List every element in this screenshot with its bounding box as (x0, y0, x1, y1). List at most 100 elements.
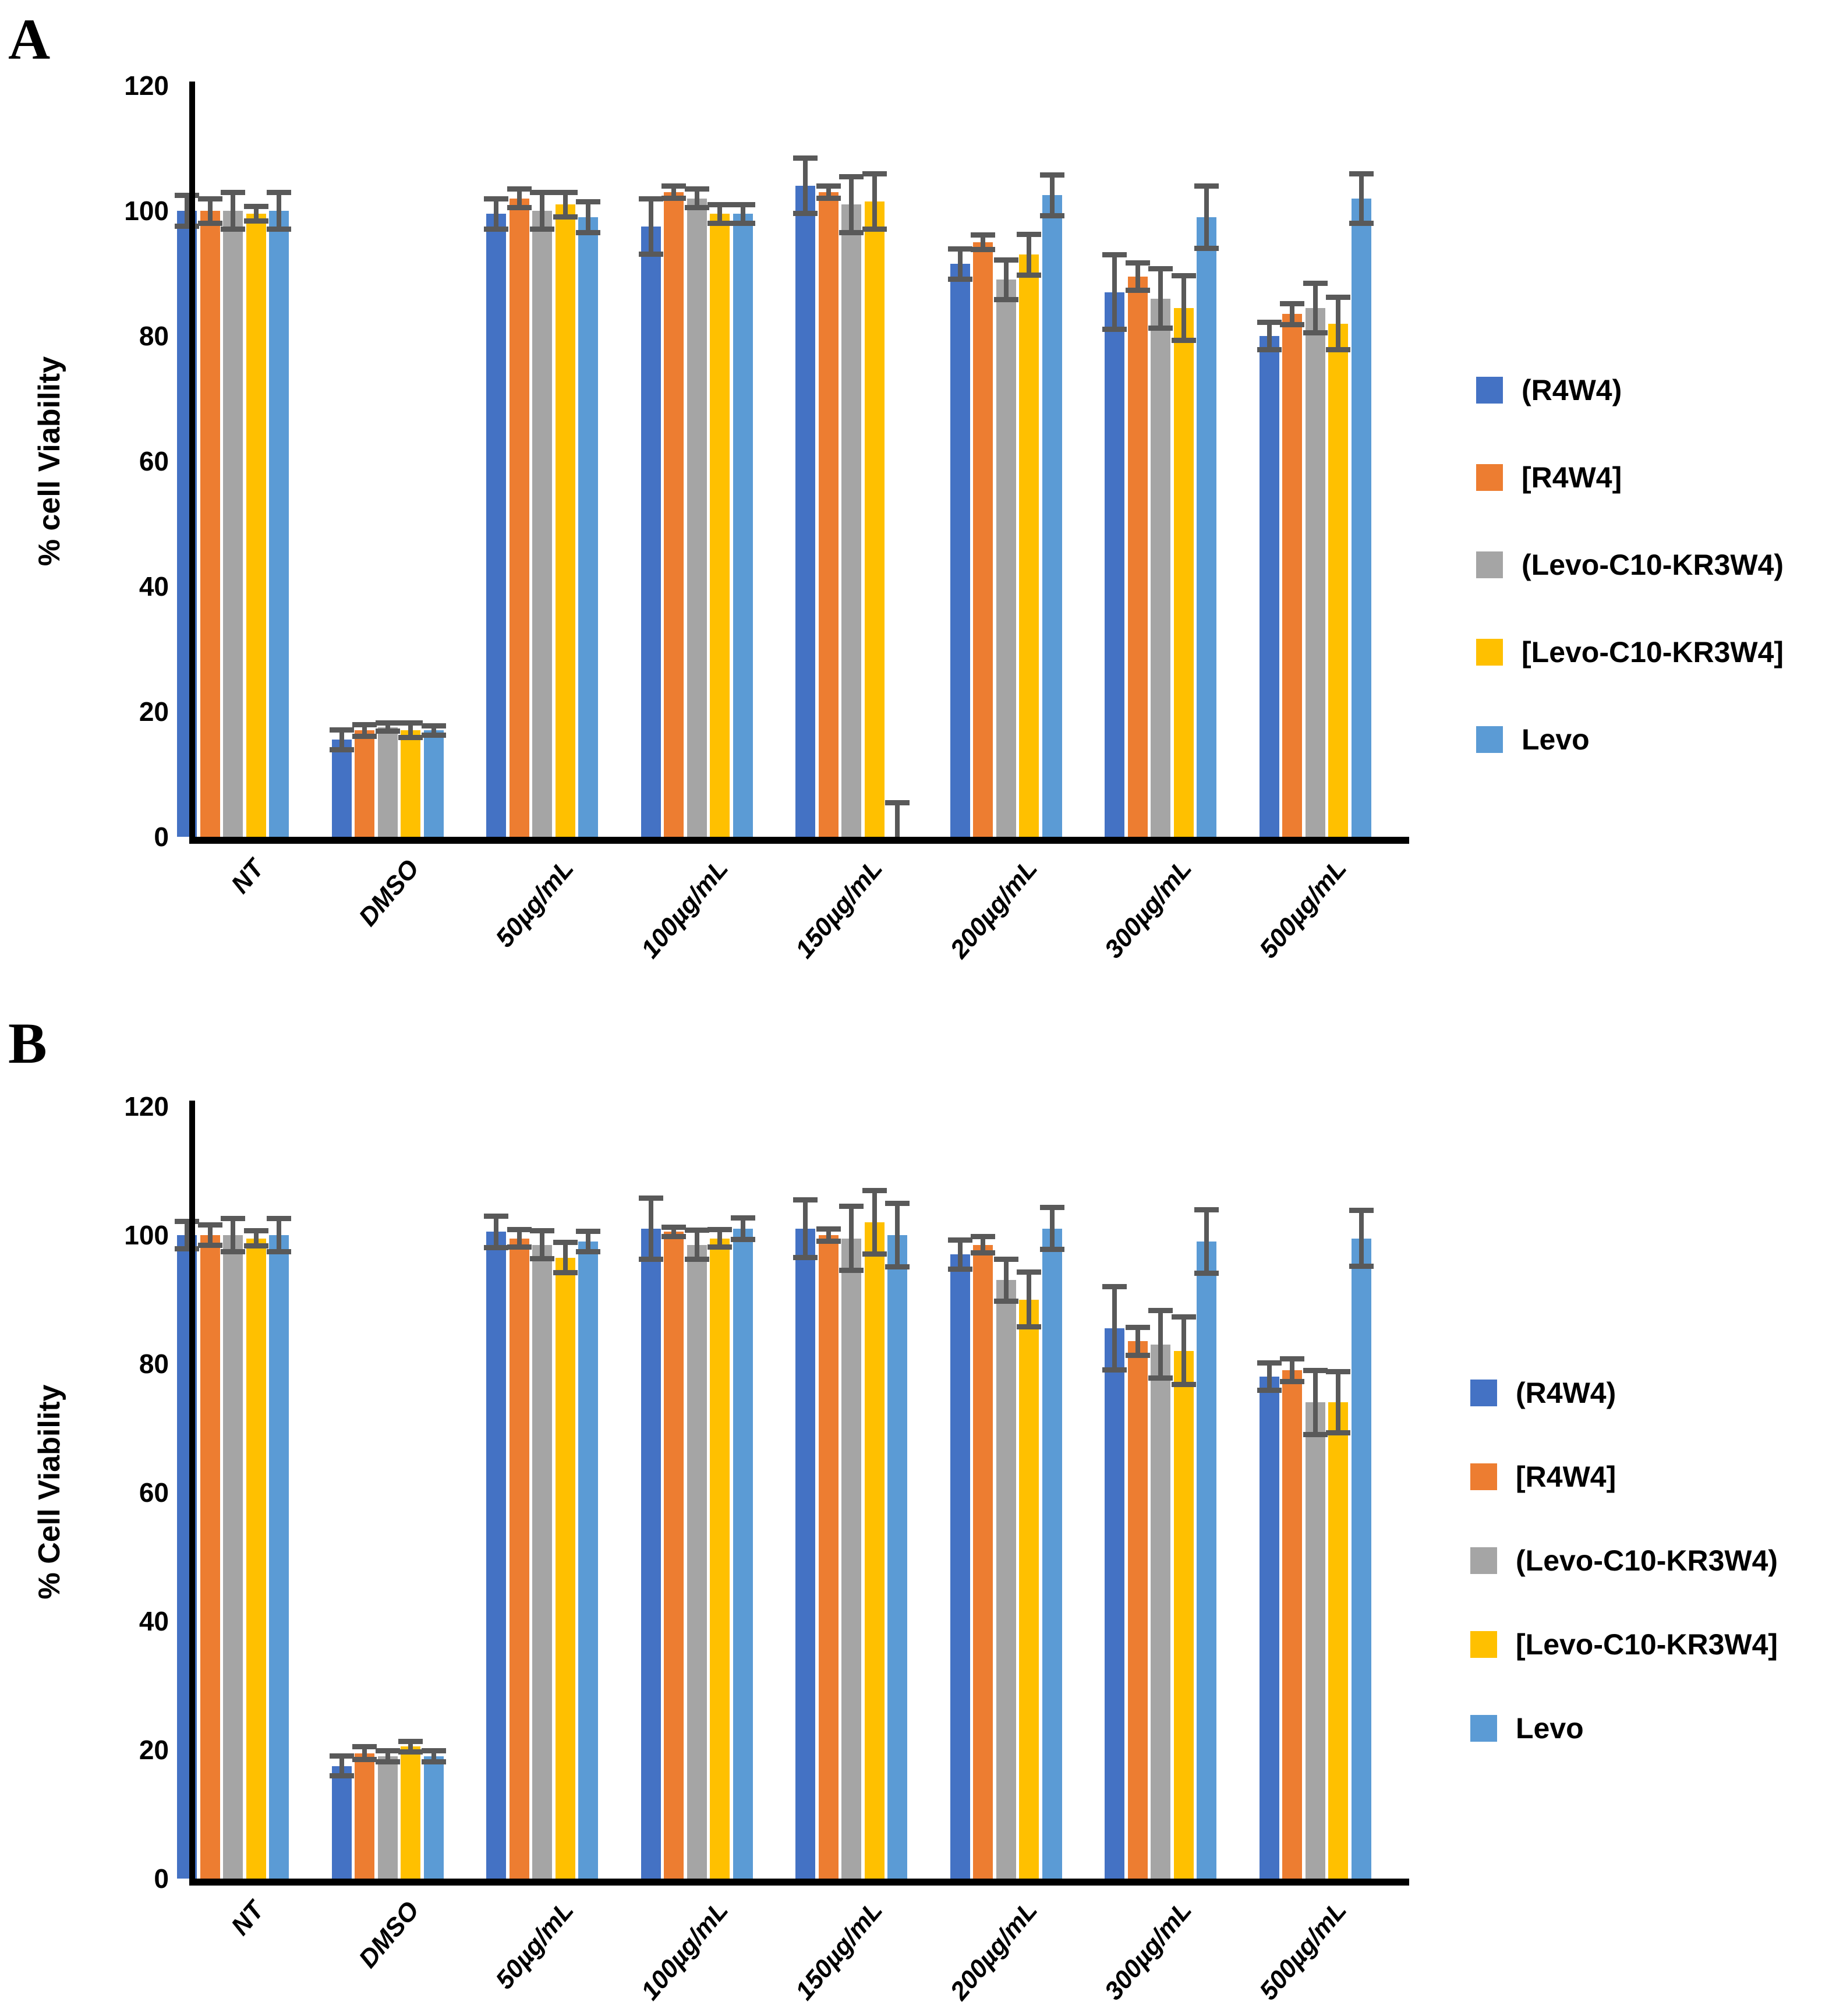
error-bar (185, 195, 189, 227)
bar-300µg/mL-[R4W4] (1127, 276, 1148, 837)
error-cap-top (243, 204, 268, 210)
bar-500µg/mL-(R4W4) (1259, 1377, 1279, 1879)
bar-DMSO-(Levo-C10-KR3W4) (377, 1756, 398, 1879)
bar-NT-(Levo-C10-KR3W4) (223, 1235, 243, 1879)
error-cap-top (862, 171, 887, 176)
error-cap-bottom (267, 1248, 291, 1254)
bar-100µg/mL-Levo (733, 1228, 753, 1879)
panel-b-x-tick-label-500µg/mL: 500µg/mL (1254, 1896, 1352, 2006)
panel-a-letter: A (8, 7, 51, 72)
bar-150µg/mL-(Levo-C10-KR3W4) (841, 204, 861, 837)
error-cap-bottom (684, 1256, 709, 1262)
error-bar (1181, 1317, 1186, 1385)
error-bar (1313, 282, 1318, 333)
panel-a-x-tick-label-DMSO: DMSO (353, 854, 424, 932)
panel-b-y-tick-label: 40 (139, 1606, 169, 1636)
bar-300µg/mL-(R4W4) (1105, 292, 1124, 837)
panel-a-y-tick-label: 0 (154, 822, 169, 852)
error-bar (1181, 275, 1186, 341)
error-cap-bottom (661, 195, 686, 201)
error-cap-bottom (947, 1266, 972, 1272)
error-cap-bottom (530, 227, 554, 232)
error-bar (1135, 263, 1140, 291)
error-bar (277, 1218, 281, 1252)
error-bar (494, 1215, 498, 1248)
error-cap-bottom (221, 1248, 245, 1254)
error-bar (563, 192, 568, 217)
bar-300µg/mL-(R4W4) (1105, 1328, 1124, 1879)
error-cap-top (1148, 1308, 1173, 1314)
panel-a-y-tick-label: 80 (139, 321, 169, 351)
error-cap-bottom (1017, 272, 1041, 278)
error-cap-top (576, 1229, 600, 1235)
error-bar (1336, 1371, 1340, 1434)
error-cap-top (1171, 273, 1196, 278)
error-cap-top (484, 1213, 508, 1219)
legend-label-[Levo-C10-KR3W4]: [Levo-C10-KR3W4] (1516, 1628, 1778, 1661)
error-bar (957, 248, 963, 280)
bar-300µg/mL-[R4W4] (1127, 1341, 1148, 1879)
bar-300µg/mL-(Levo-C10-KR3W4) (1151, 1344, 1170, 1879)
error-cap-top (661, 183, 686, 189)
panel-b-x-tick-label-50µg/mL: 50µg/mL (490, 1896, 579, 1995)
error-bar (740, 1218, 745, 1240)
error-bar (1336, 297, 1340, 350)
bar-300µg/mL-[Levo-C10-KR3W4] (1173, 307, 1194, 837)
bar-100µg/mL-(Levo-C10-KR3W4) (687, 1244, 707, 1879)
error-cap-top (707, 1227, 732, 1233)
error-cap-bottom (398, 1749, 423, 1755)
bar-50µg/mL-[Levo-C10-KR3W4] (555, 204, 575, 837)
bar-500µg/mL-[R4W4] (1282, 314, 1302, 837)
error-cap-top (839, 1204, 864, 1209)
error-bar (253, 1230, 259, 1246)
error-bar (207, 1225, 213, 1246)
error-bar (431, 725, 436, 735)
error-cap-bottom (793, 1254, 818, 1260)
bar-100µg/mL-[R4W4] (664, 192, 684, 837)
bar-50µg/mL-Levo (578, 1242, 598, 1879)
error-cap-top (329, 1753, 354, 1759)
error-cap-top (1125, 260, 1150, 266)
error-cap-top (243, 1228, 268, 1234)
error-cap-bottom (707, 220, 732, 226)
error-cap-bottom (553, 1270, 578, 1276)
error-cap-bottom (993, 296, 1018, 302)
bar-150µg/mL-(Levo-C10-KR3W4) (841, 1238, 861, 1879)
error-bar (648, 198, 653, 255)
panel-a-y-tick-label: 60 (139, 446, 169, 476)
bar-200µg/mL-(R4W4) (950, 1254, 970, 1879)
legend-swatch-[R4W4] (1470, 1463, 1497, 1490)
error-cap-bottom (684, 204, 709, 210)
bar-150µg/mL-[Levo-C10-KR3W4] (864, 201, 885, 837)
error-cap-top (793, 1197, 818, 1203)
error-cap-top (1194, 1207, 1219, 1212)
error-cap-top (530, 1228, 554, 1234)
error-cap-bottom (1148, 326, 1173, 331)
bar-50µg/mL-(R4W4) (486, 214, 506, 837)
error-cap-bottom (730, 1236, 755, 1242)
error-cap-top (1039, 1205, 1064, 1211)
bar-100µg/mL-[Levo-C10-KR3W4] (710, 1238, 730, 1879)
error-cap-bottom (1171, 337, 1196, 343)
panel-a-x-tick-label-200µg/mL: 200µg/mL (944, 854, 1043, 964)
error-bar (1290, 1359, 1294, 1382)
error-cap-bottom (638, 252, 663, 257)
panel-b-x-axis-line (189, 1879, 1409, 1886)
error-bar (231, 1218, 235, 1252)
bar-300µg/mL-Levo (1197, 217, 1216, 837)
error-cap-bottom (243, 218, 268, 224)
error-cap-bottom (1194, 245, 1219, 251)
error-bar (803, 1200, 808, 1258)
error-cap-bottom (352, 734, 377, 739)
error-cap-bottom (862, 1251, 887, 1257)
error-cap-bottom (816, 1239, 841, 1244)
error-bar (717, 1229, 722, 1247)
bar-150µg/mL-[Levo-C10-KR3W4] (864, 1222, 885, 1879)
panel-b-x-tick-label-100µg/mL: 100µg/mL (635, 1896, 734, 2006)
error-bar (1112, 1286, 1117, 1371)
error-cap-bottom (175, 223, 199, 229)
legend-label-[R4W4]: [R4W4] (1522, 461, 1622, 494)
error-bar (1027, 1271, 1031, 1327)
error-cap-top (1303, 1368, 1328, 1374)
error-bar (717, 204, 722, 224)
